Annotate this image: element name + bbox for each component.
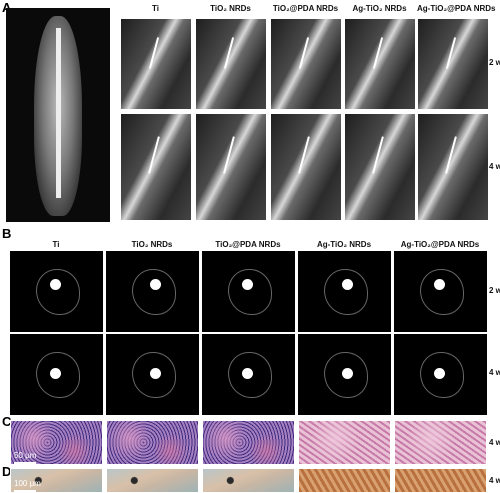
implant-section [242, 279, 253, 290]
bone-outline [420, 269, 464, 315]
bone-outline [132, 269, 176, 315]
implant [223, 135, 235, 174]
scale-bar-label: 50 μm [14, 451, 37, 460]
column-header: Ag-TiO₂@PDA NRDs [417, 4, 496, 13]
ct-image [394, 251, 487, 332]
column-header: Ag-TiO₂@PDA NRDs [400, 240, 480, 249]
xray-image [270, 113, 342, 221]
histology-image [298, 420, 391, 465]
row-label: 4 w [489, 162, 500, 171]
implant-section [150, 279, 161, 290]
implant [148, 37, 160, 70]
panel-label: C [2, 414, 12, 429]
column-header: TiO₂@PDA NRDs [215, 240, 281, 249]
trichrome-image [106, 468, 199, 493]
trichrome-image [202, 468, 295, 493]
row-label: 4 w [489, 476, 500, 485]
xray-image [270, 18, 342, 110]
implant [298, 135, 310, 174]
column-header: Ag-TiO₂ NRDs [316, 240, 372, 249]
xray-spine [56, 28, 61, 198]
row-label: 4 w [489, 368, 500, 377]
column-header: TiO₂@PDA NRDs [272, 4, 339, 13]
xray-image [195, 113, 267, 221]
row-label: 2 w [489, 58, 500, 67]
implant [372, 135, 384, 174]
histology-image [202, 420, 295, 465]
implant-section [50, 279, 61, 290]
row-label: 2 w [489, 286, 500, 295]
implant-section [434, 368, 445, 379]
implant-section [150, 368, 161, 379]
trichrome-image [298, 468, 391, 493]
scale-bar-label: 100 μm [14, 479, 41, 488]
implant-section [50, 368, 61, 379]
implant-section [242, 368, 253, 379]
bone-outline [324, 269, 368, 315]
ct-image [10, 334, 103, 415]
column-header: Ag-TiO₂ NRDs [352, 4, 407, 13]
panel-label: D [2, 464, 12, 479]
implant [298, 37, 310, 70]
bone-outline [420, 352, 464, 398]
xray-whole-body [6, 8, 110, 222]
histology-image [10, 420, 103, 465]
ct-image [394, 334, 487, 415]
xray-image [344, 18, 416, 110]
column-header: Ti [52, 240, 60, 249]
ct-image [106, 334, 199, 415]
xray-image [417, 113, 489, 221]
ct-image [10, 251, 103, 332]
histology-image [394, 420, 487, 465]
panel-label: A [2, 0, 11, 15]
xray-image [344, 113, 416, 221]
ct-image [298, 334, 391, 415]
column-header: TiO₂ NRDs [131, 240, 173, 249]
row-label: 4 w [489, 438, 500, 447]
xray-image [417, 18, 489, 110]
histology-image [106, 420, 199, 465]
implant-section [434, 279, 445, 290]
implant [223, 37, 235, 70]
bone-outline [36, 269, 80, 315]
implant-section [342, 368, 353, 379]
ct-image [202, 334, 295, 415]
trichrome-image [394, 468, 487, 493]
implant [445, 135, 457, 174]
implant [148, 135, 160, 174]
xray-image [195, 18, 267, 110]
column-header: Ti [152, 4, 159, 13]
scale-bar [14, 490, 36, 492]
ct-image [202, 251, 295, 332]
bone-outline [36, 352, 80, 398]
xray-image [120, 113, 192, 221]
panel-label: B [2, 226, 12, 241]
bone-outline [228, 352, 272, 398]
scale-bar [14, 462, 36, 464]
ct-image [298, 251, 391, 332]
xray-image [120, 18, 192, 110]
bone-outline [324, 352, 368, 398]
bone-outline [132, 352, 176, 398]
ct-image [106, 251, 199, 332]
implant [445, 37, 457, 70]
column-header: TiO₂ NRDs [210, 4, 251, 13]
implant [372, 37, 384, 70]
implant-section [342, 279, 353, 290]
bone-outline [228, 269, 272, 315]
